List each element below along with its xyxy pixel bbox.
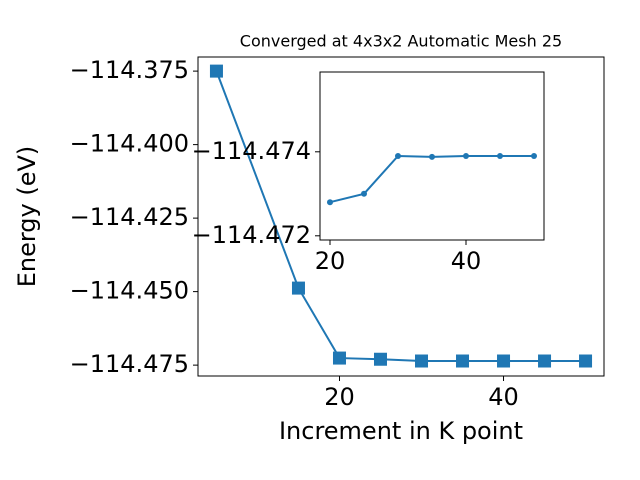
x-tick-label: 40 [451, 247, 482, 275]
marker [394, 153, 401, 159]
y-axis-label: Energy (eV) [13, 146, 41, 288]
marker [531, 153, 538, 159]
marker [415, 354, 429, 368]
axes-frame [197, 56, 605, 377]
marker [429, 153, 435, 160]
x-tick-label: 40 [488, 383, 519, 411]
marker [538, 354, 552, 368]
x-tick-label: 20 [315, 247, 346, 275]
y-tick-label: −114.450 [70, 277, 189, 305]
marker [497, 354, 511, 368]
marker [291, 281, 305, 295]
y-tick-label: −114.375 [70, 56, 189, 84]
marker [360, 190, 367, 197]
axes-frame [319, 71, 545, 241]
marker [497, 153, 504, 159]
marker [579, 354, 593, 368]
marker [332, 351, 346, 365]
x-axis-label: Increment in K point [279, 417, 523, 445]
y-tick-label: −114.400 [70, 130, 189, 158]
x-tick-label: 20 [324, 383, 355, 411]
y-tick-label: −114.472 [192, 221, 311, 249]
y-tick-label: −114.475 [70, 350, 189, 378]
y-tick-label: −114.474 [192, 137, 311, 165]
marker [456, 354, 470, 368]
marker [326, 199, 333, 206]
marker [373, 352, 387, 366]
y-tick-label: −114.425 [70, 203, 189, 231]
marker [463, 153, 470, 159]
chart-title: Converged at 4x3x2 Automatic Mesh 25 [240, 32, 562, 51]
marker [209, 64, 223, 78]
